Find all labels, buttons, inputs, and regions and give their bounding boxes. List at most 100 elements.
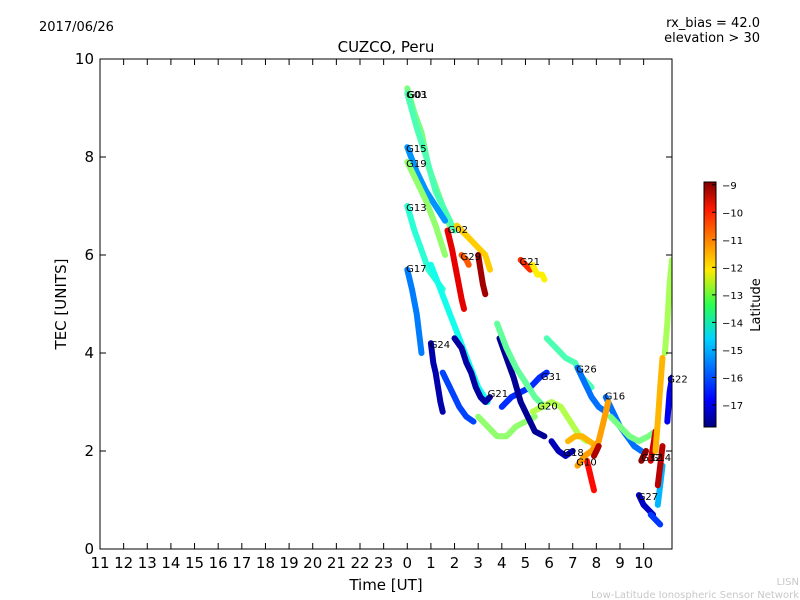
series-trace-g32-30 <box>638 448 649 464</box>
colorbar-tick-label: −16 <box>722 373 743 384</box>
x-tick-label: 11 <box>90 554 109 572</box>
date-label: 2017/06/26 <box>39 20 114 35</box>
plot-frame <box>99 58 673 550</box>
satellite-label-g32-17: G32 <box>641 453 661 464</box>
series-trace-g21-10 <box>529 261 548 283</box>
y-tick-label: 0 <box>84 540 94 558</box>
x-tick-label: 19 <box>280 554 299 572</box>
satellite-label-g17-8: G17 <box>406 264 426 275</box>
colorbar-tick-label: −17 <box>722 401 743 412</box>
satellite-label-g18-15: G18 <box>563 448 583 459</box>
x-tick-label: 5 <box>521 554 531 572</box>
satellite-label-g01-1: G01 <box>407 90 427 101</box>
credit-network: Low-Latitude Ionospheric Sensor Network <box>591 590 799 600</box>
series-trace-g21-15 <box>451 335 493 405</box>
series-trace-g18-26 <box>565 433 600 450</box>
colorbar-tick-label: −15 <box>722 346 743 357</box>
satellite-label-g26-12: G26 <box>576 365 596 376</box>
colorbar-tick-label: −11 <box>722 236 743 247</box>
series-trace-g24-14 <box>439 369 477 425</box>
x-tick-label: 0 <box>402 554 412 572</box>
satellite-label-g03-0: G03 <box>406 90 426 101</box>
y-tick-label: 8 <box>84 148 94 166</box>
satellite-label-g27-19: G27 <box>638 492 658 503</box>
satellite-label-g02-5: G02 <box>448 225 468 236</box>
series-trace-g02-6 <box>453 222 493 273</box>
x-tick-label: 1 <box>426 554 436 572</box>
x-tick-label: 10 <box>634 554 653 572</box>
x-tick-label: 13 <box>138 554 157 572</box>
y-tick-label: 2 <box>84 442 94 460</box>
series-trace-g15-2 <box>404 144 449 224</box>
series-trace-g24-13 <box>427 340 446 415</box>
series-trace-g29-7 <box>458 252 472 268</box>
series-trace-g29-8 <box>475 252 489 298</box>
x-tick-label: 20 <box>303 554 322 572</box>
x-tick-label: 8 <box>592 554 602 572</box>
satellite-label-g22-20: G22 <box>667 374 687 385</box>
satellite-label-g10-16: G10 <box>576 458 596 469</box>
series-trace-g16-24 <box>607 413 659 445</box>
satellite-label-g29-6: G29 <box>461 252 481 263</box>
colorbar-tick-label: −14 <box>722 318 743 329</box>
series-trace-g01-1 <box>404 90 458 234</box>
x-tick-label: 2 <box>450 554 460 572</box>
y-tick-label: 10 <box>75 50 94 68</box>
colorbar-ticks: −9 −10 −11 −12 −13 −14 −15 −16 −17 <box>712 181 743 412</box>
colorbar-tick-label: −9 <box>722 181 737 192</box>
colorbar-tick-label: −13 <box>722 291 743 302</box>
colorbar-tick-label: −10 <box>722 208 743 219</box>
series-layer <box>404 85 672 528</box>
satellite-label-g14-18: G14 <box>651 453 671 464</box>
y-tick-label: 4 <box>84 344 94 362</box>
series-trace-g27-33 <box>647 511 664 528</box>
satellite-label-g19-3: G19 <box>406 159 426 170</box>
satellite-label-g21-7: G21 <box>520 257 540 268</box>
x-tick-label: 9 <box>615 554 625 572</box>
series-trace-g31-17 <box>498 369 550 410</box>
x-tick-label: 12 <box>114 554 133 572</box>
series-trace-g10-28 <box>574 399 612 469</box>
satellite-label-g13-4: G13 <box>406 203 426 214</box>
series-trace-g22-34 <box>661 256 672 356</box>
series-trace-g22-38 <box>654 443 666 489</box>
chart-title: CUZCO, Peru <box>338 38 435 56</box>
satellite-label-g21-10: G21 <box>488 389 508 400</box>
elevation-label: elevation > 30 <box>664 31 760 46</box>
series-trace-g21-9 <box>517 256 534 273</box>
credit-lisn: LISN <box>777 577 799 588</box>
x-tick-label: 14 <box>161 554 180 572</box>
x-tick-label: 21 <box>327 554 346 572</box>
series-trace-g22-37 <box>664 374 672 425</box>
series-trace-g21-16 <box>475 413 538 440</box>
series-trace-g10-27 <box>583 457 597 494</box>
series-trace-g10-29 <box>591 443 602 459</box>
x-tick-label: 23 <box>374 554 393 572</box>
axes-layer: 11 12 13 14 15 16 17 18 19 20 21 22 23 0 1 2 3 4 5 6 7 8 9 1002… <box>75 50 672 572</box>
series-trace-g26-21 <box>574 364 609 415</box>
colorbar-label: Latitude <box>749 278 764 332</box>
x-tick-label: 16 <box>209 554 228 572</box>
series-trace-g02-5 <box>444 227 467 312</box>
rx-bias-label: rx_bias = 42.0 <box>666 16 760 31</box>
x-tick-label: 18 <box>256 554 275 572</box>
satellite-label-g31-11: G31 <box>541 372 561 383</box>
x-tick-label: 6 <box>544 554 554 572</box>
x-tick-label: 15 <box>185 554 204 572</box>
series-trace-g19-3 <box>404 158 449 258</box>
series-trace-g31-19 <box>494 320 548 410</box>
colorbar-tick-label: −12 <box>722 263 743 274</box>
x-tick-label: 7 <box>568 554 578 572</box>
series-trace-g22-35 <box>652 354 666 454</box>
x-axis-label: Time [UT] <box>348 576 422 594</box>
x-tick-label: 3 <box>473 554 483 572</box>
y-tick-label: 6 <box>84 246 94 264</box>
satellite-label-g24-9: G24 <box>430 340 450 351</box>
x-tick-label: 4 <box>497 554 507 572</box>
colorbar <box>703 181 717 428</box>
series-trace-g31-18 <box>496 335 548 440</box>
satellite-label-g15-2: G15 <box>406 144 426 155</box>
x-tick-label: 22 <box>350 554 369 572</box>
